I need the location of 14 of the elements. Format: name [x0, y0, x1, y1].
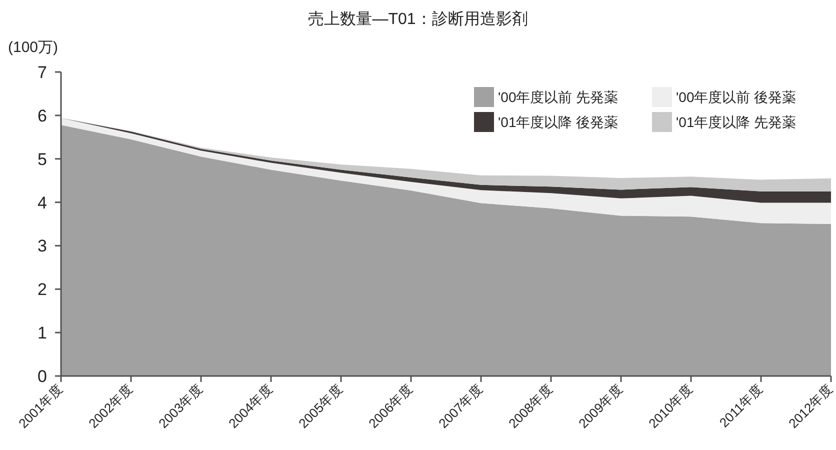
- y-tick-label: 3: [38, 236, 47, 256]
- legend-label: '01年度以降 後発薬: [498, 114, 618, 130]
- y-tick-label: 7: [38, 63, 47, 82]
- chart-title: 売上数量―T01：診断用造影剤: [308, 10, 528, 28]
- y-tick-label: 4: [38, 193, 47, 212]
- legend-label: '01年度以降 先発薬: [676, 114, 796, 130]
- y-tick-label: 5: [38, 150, 47, 169]
- y-tick-label: 6: [38, 106, 47, 126]
- legend-label: '00年度以前 先発薬: [498, 89, 618, 105]
- legend-label: '00年度以前 後発薬: [676, 89, 796, 105]
- y-axis-title: (100万): [8, 39, 58, 56]
- y-tick-label: 0: [38, 367, 47, 386]
- y-tick-label: 2: [38, 280, 47, 300]
- y-tick-label: 1: [38, 324, 47, 343]
